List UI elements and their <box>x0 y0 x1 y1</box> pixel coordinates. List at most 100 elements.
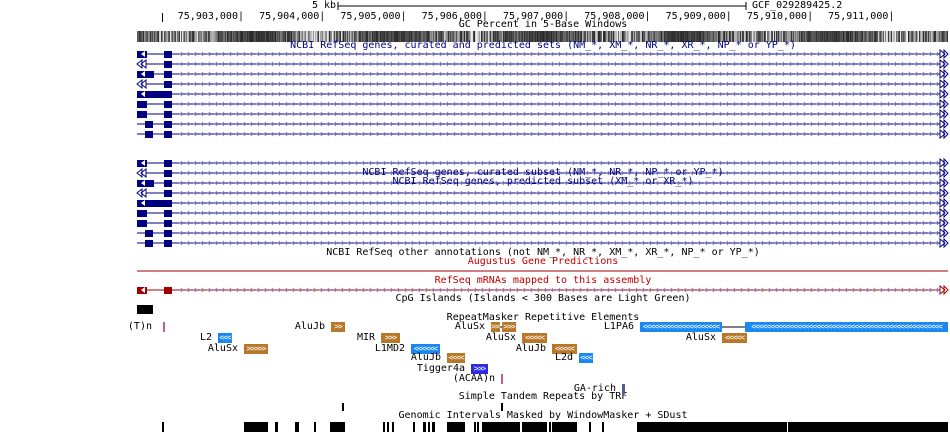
refseq-gene-strand-arrow <box>501 71 505 77</box>
gc-percent-bar <box>898 31 899 42</box>
refseq-gene-exon <box>164 51 172 58</box>
refseq-curated-gene-strand-arrow <box>473 240 477 246</box>
refseq-gene-strand-arrow <box>319 111 323 117</box>
gc-percent-bar <box>324 31 325 42</box>
refseq-curated-gene-strand-arrow <box>732 220 736 226</box>
repeat-element-sine[interactable]: <<<<< <box>522 333 547 343</box>
refseq-mrna-strand-arrow <box>228 287 232 293</box>
refseq-curated-gene-strand-arrow <box>543 170 547 176</box>
refseq-gene-strand-arrow <box>634 71 638 77</box>
gc-percent-bar <box>841 31 842 42</box>
refseq-gene-strand-arrow <box>648 111 652 117</box>
refseq-curated-gene-strand-arrow <box>312 210 316 216</box>
repeat-element-simple[interactable] <box>501 374 503 384</box>
repeat-element-line[interactable]: <<< <box>579 353 593 363</box>
gc-percent-bar <box>842 31 843 42</box>
gc-percent-bar <box>613 31 614 42</box>
refseq-gene-strand-arrow <box>697 121 701 127</box>
track-title-cpg[interactable]: CpG Islands (Islands < 300 Bases are Lig… <box>395 293 691 304</box>
repeat-element-low_complexity[interactable] <box>622 384 625 394</box>
gc-percent-bar <box>819 31 820 42</box>
refseq-gene-strand-arrow <box>809 111 813 117</box>
gc-percent-bar <box>328 31 329 42</box>
refseq-curated-gene-strand-arrow <box>284 200 288 206</box>
repeat-element-sine[interactable]: >>> <box>381 333 400 343</box>
gc-percent-bar <box>823 31 824 42</box>
track-title-refseq-curated[interactable]: NCBI RefSeq genes, curated subset (NM_*,… <box>362 167 724 178</box>
track-title-mrna[interactable]: RefSeq mRNAs mapped to this assembly <box>434 275 652 286</box>
refseq-gene-strand-arrow <box>914 121 918 127</box>
gc-percent-bar <box>649 31 650 42</box>
refseq-gene-strand-arrow <box>613 61 617 67</box>
refseq-gene-strand-arrow <box>277 71 281 77</box>
track-title-gc[interactable]: GC Percent in 5-Base Windows <box>458 19 628 30</box>
gc-percent-bar <box>464 31 465 42</box>
repeat-element-line[interactable]: <<<<<<<<<<<<<<<<<<<<<<<<<<<<<<<<<<<<<<<<… <box>745 322 948 332</box>
refseq-gene-strand-arrow <box>795 51 799 57</box>
refseq-curated-gene-strand-arrow <box>459 160 463 166</box>
refseq-curated-gene-strand-arrow <box>312 160 316 166</box>
refseq-curated-gene-strand-arrow <box>389 170 393 176</box>
refseq-curated-gene-strand-arrow <box>669 230 673 236</box>
repeat-element-sine[interactable]: >> <box>331 322 345 332</box>
repeat-element-line[interactable]: <<< <box>218 333 232 343</box>
refseq-gene-strand-arrow <box>816 131 820 137</box>
refseq-curated-gene-end-arrow <box>939 177 949 189</box>
gc-percent-bar <box>943 31 944 42</box>
refseq-curated-gene-strand-arrow <box>788 190 792 196</box>
refseq-curated-gene-strand-arrow <box>571 240 575 246</box>
gc-percent-bar <box>899 31 900 42</box>
gc-percent-bar <box>403 31 404 42</box>
track-title-refseq-predicted[interactable]: NCBI RefSeq genes, predicted subset (XM_… <box>392 176 694 187</box>
refseq-curated-gene-strand-arrow <box>452 190 456 196</box>
gc-percent-bar <box>353 31 354 42</box>
refseq-gene-strand-arrow <box>599 51 603 57</box>
refseq-curated-gene-strand-arrow <box>823 200 827 206</box>
refseq-gene-strand-arrow <box>445 51 449 57</box>
track-title-trf[interactable]: Simple Tandem Repeats by TRF <box>458 391 628 402</box>
refseq-curated-gene-strand-arrow <box>403 210 407 216</box>
refseq-gene-strand-arrow <box>921 51 925 57</box>
track-title-rmsk[interactable]: RepeatMasker Repetitive Elements <box>446 312 640 323</box>
repeat-element-dna[interactable]: >>> <box>471 364 488 374</box>
refseq-gene-strand-arrow <box>669 131 673 137</box>
refseq-curated-gene-strand-arrow <box>480 200 484 206</box>
repeat-element-sine[interactable]: >>>>> <box>244 344 268 354</box>
track-title-windowmasker[interactable]: Genomic Intervals Masked by WindowMasker… <box>398 410 688 421</box>
repeat-element-sine[interactable]: >>> <box>502 322 516 332</box>
refseq-curated-gene-strand-arrow <box>767 170 771 176</box>
refseq-curated-gene-strand-arrow <box>424 210 428 216</box>
repeat-element-sine[interactable]: <<<<< <box>552 344 577 354</box>
gc-percent-bar <box>734 31 735 42</box>
repeat-element-line[interactable]: <<<<<< <box>411 344 440 354</box>
refseq-curated-gene-strand-arrow <box>704 160 708 166</box>
gc-percent-bar <box>860 31 861 42</box>
repeat-element-line[interactable]: <<<<<<<<<<<<<<<<<<<< <box>640 322 722 332</box>
refseq-gene-strand-arrow <box>858 61 862 67</box>
refseq-curated-gene-strand-arrow <box>935 170 939 176</box>
repeat-element-sine[interactable]: >>> <box>491 322 500 332</box>
repeat-element-sine[interactable]: <<<<< <box>722 333 747 343</box>
repeat-element-sine[interactable]: <<<< <box>447 353 465 363</box>
refseq-curated-gene-strand-arrow <box>529 240 533 246</box>
windowmasker-interval <box>387 422 389 432</box>
gc-percent-bar <box>234 31 235 42</box>
gc-percent-bar <box>596 31 597 42</box>
refseq-curated-gene-strand-arrow <box>333 210 337 216</box>
refseq-curated-gene-strand-arrow <box>543 200 547 206</box>
refseq-curated-gene-strand-arrow <box>466 170 470 176</box>
gc-percent-bar <box>415 31 416 42</box>
refseq-curated-gene-strand-arrow <box>781 240 785 246</box>
refseq-gene-strand-arrow <box>732 61 736 67</box>
gc-percent-bar <box>886 31 887 42</box>
refseq-gene-strand-arrow <box>704 121 708 127</box>
track-title-refseq-all[interactable]: NCBI RefSeq genes, curated and predicted… <box>290 40 796 51</box>
gc-percent-bar <box>594 31 595 42</box>
repeat-element-simple[interactable] <box>163 322 165 332</box>
windowmasker-interval <box>330 422 345 432</box>
track-title-refseq-other[interactable]: NCBI RefSeq other annotations (not NM_*,… <box>326 247 760 258</box>
gc-percent-bar <box>541 31 542 42</box>
refseq-gene-strand-arrow <box>851 131 855 137</box>
track-title-augustus[interactable]: Augustus Gene Predictions <box>467 256 619 267</box>
